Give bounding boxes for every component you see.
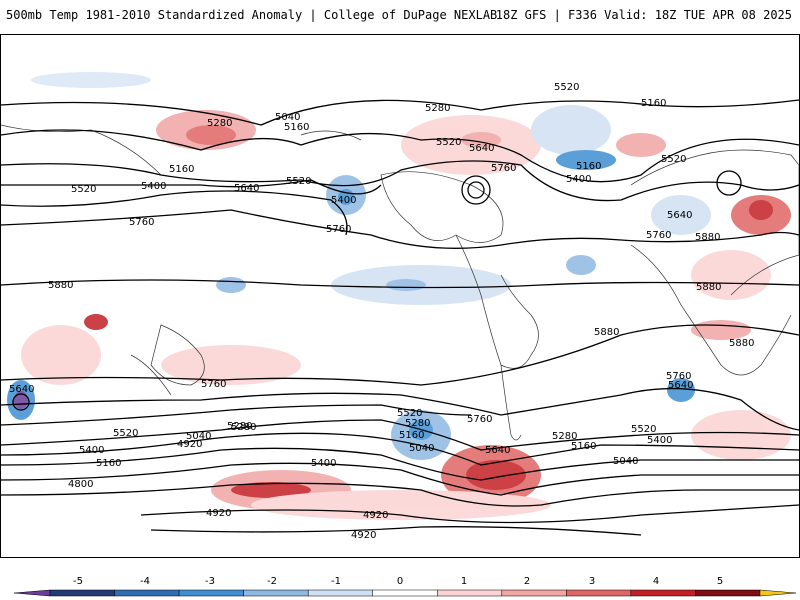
contour-label: 5520 (71, 184, 96, 195)
colorbar-tick-label: 5 (716, 576, 724, 587)
contour-label: 5520 (436, 137, 461, 148)
contour-label: 5400 (331, 195, 356, 206)
colorbar-segment (178, 589, 244, 597)
colorbar-segments (13, 589, 797, 597)
contour-label: 5640 (667, 210, 692, 221)
colorbar-max-extension (759, 589, 797, 597)
colorbar-tick-label: -3 (205, 576, 215, 587)
colorbar-segment (49, 589, 115, 597)
colorbar-tick-label: -1 (331, 576, 341, 587)
contour-label: 5160 (284, 122, 309, 133)
contour-label: 4800 (68, 479, 93, 490)
contour-label: 5880 (696, 282, 721, 293)
model-run-info: 18Z GFS | F336 Valid: 18Z TUE APR 08 202… (495, 8, 792, 22)
colorbar-segment (437, 589, 503, 597)
colorbar-tick-label: 3 (588, 576, 596, 587)
contour-label: 5760 (129, 217, 154, 228)
contour-label: 5160 (576, 161, 601, 172)
colorbar-tick-label: 4 (652, 576, 660, 587)
colorbar-tick-label: -5 (73, 576, 83, 587)
contour-label-group: 5160 5040 5280 5160 5520 5400 5640 5760 … (9, 82, 754, 541)
contour-label: 5640 (668, 380, 693, 391)
contour-label: 5520 (554, 82, 579, 93)
contour-label: 5280 (552, 431, 577, 442)
colorbar-segment (307, 589, 373, 597)
colorbar-tick-label: 0 (396, 576, 404, 587)
anomaly-colorbar (13, 589, 797, 597)
contour-label: 5640 (9, 384, 34, 395)
contour-label: 5640 (469, 143, 494, 154)
colorbar-tick-label: 1 (460, 576, 468, 587)
contour-label: 5520 (661, 154, 686, 165)
contour-label: 5040 (613, 456, 638, 467)
contour-label: 5160 (96, 458, 121, 469)
contour-label: 4920 (351, 530, 376, 541)
contour-label: 5160 (169, 164, 194, 175)
map-header: 500mb Temp 1981-2010 Standardized Anomal… (0, 0, 800, 34)
contour-label: 5400 (79, 445, 104, 456)
contour-label: 4920 (363, 510, 388, 521)
height-contours (1, 99, 799, 536)
contour-label: 5760 (646, 230, 671, 241)
contour-label: 5520 (631, 424, 656, 435)
contour-label: 5880 (594, 327, 619, 338)
colorbar-tick-label: -2 (267, 576, 277, 587)
contour-label: 5760 (666, 371, 691, 382)
contour-label: 5520 (286, 176, 311, 187)
colorbar-tick-label: 2 (523, 576, 531, 587)
contour-label: 5160 (641, 98, 666, 109)
colorbar-segment (630, 589, 696, 597)
map-frame: 5160 5040 5280 5160 5520 5400 5640 5760 … (0, 34, 800, 558)
contour-label: 5040 (409, 443, 434, 454)
colorbar-min-extension (13, 589, 51, 597)
contour-label: 5400 (141, 181, 166, 192)
contour-label: 5040 (186, 431, 211, 442)
colorbar-segment (372, 589, 438, 597)
contour-label: 5400 (647, 435, 672, 446)
contour-label: 5640 (234, 183, 259, 194)
contour-label: 5160 (399, 430, 424, 441)
colorbar-segment (501, 589, 567, 597)
colorbar-segment (695, 589, 761, 597)
contour-label: 5400 (311, 458, 336, 469)
contour-label: 5880 (729, 338, 754, 349)
contour-label: 5520 (397, 408, 422, 419)
contour-label: 5280 (231, 422, 256, 433)
contour-label: 5280 (207, 118, 232, 129)
contour-label: 4920 (177, 439, 202, 450)
contour-label: 5760 (467, 414, 492, 425)
anomaly-map: 5160 5040 5280 5160 5520 5400 5640 5760 … (1, 72, 799, 541)
contour-label: 5280 (227, 421, 252, 432)
contour-label: 5760 (326, 224, 351, 235)
contour-label: 5760 (491, 163, 516, 174)
anomaly-shading (7, 72, 791, 520)
map-title: 500mb Temp 1981-2010 Standardized Anomal… (6, 8, 498, 22)
contour-label: 5640 (485, 445, 510, 456)
colorbar-segment (243, 589, 309, 597)
colorbar-tick-label: -4 (140, 576, 150, 587)
contour-label: 4920 (206, 508, 231, 519)
contour-label: 5760 (201, 379, 226, 390)
contour-label: 5280 (405, 418, 430, 429)
contour-label: 5160 (571, 441, 596, 452)
contour-label: 5040 (275, 112, 300, 123)
contour-label: 5520 (113, 428, 138, 439)
contour-label: 5280 (425, 103, 450, 114)
contour-label: 5400 (566, 174, 591, 185)
colorbar-segment (114, 589, 180, 597)
contour-label: 5880 (695, 232, 720, 243)
contour-label: 5880 (48, 280, 73, 291)
colorbar-segment (566, 589, 632, 597)
